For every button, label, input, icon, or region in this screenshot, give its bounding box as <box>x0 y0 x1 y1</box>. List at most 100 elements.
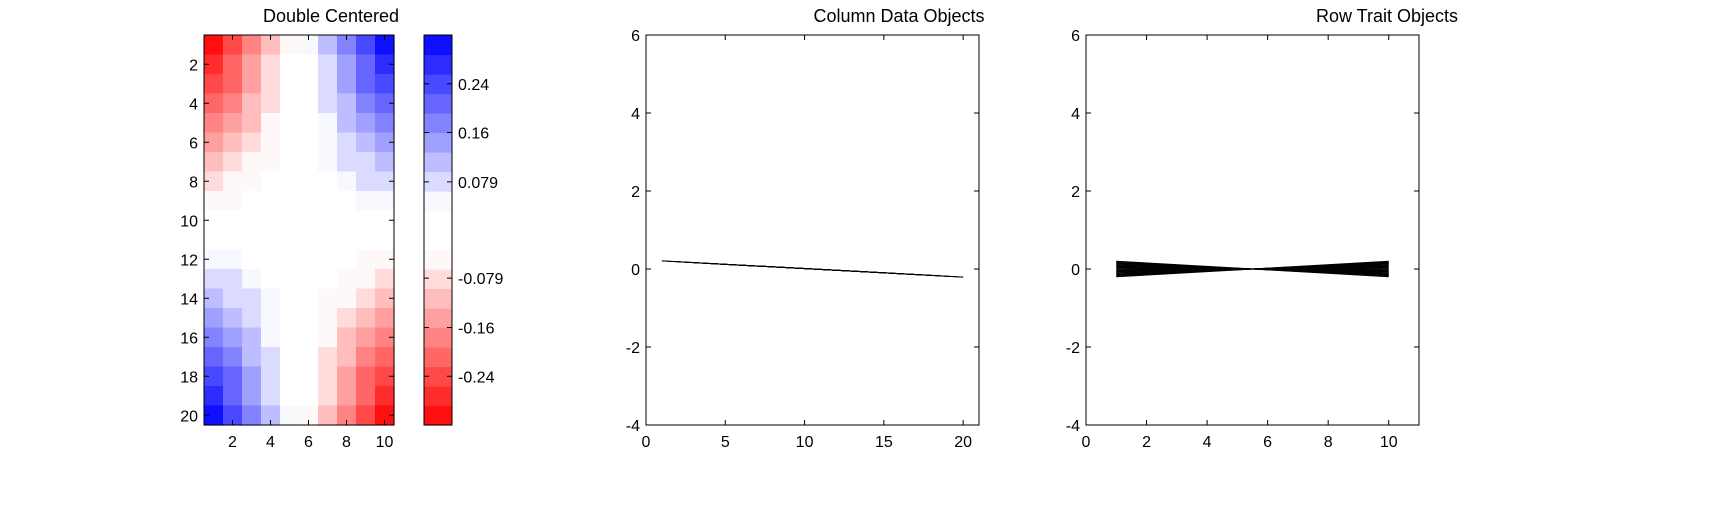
heatmap-cell <box>356 405 376 426</box>
colorbar-tick-label: 0.16 <box>458 126 489 143</box>
heatmap-cell <box>204 152 224 173</box>
heatmap-cell <box>204 54 224 75</box>
heatmap-cell <box>280 54 300 75</box>
heatmap-cell <box>375 113 395 134</box>
colorbar-level <box>424 152 452 173</box>
heatmap-cell <box>223 191 243 212</box>
heatmap-cell <box>242 74 262 95</box>
heatmap-cell <box>242 210 262 231</box>
heatmap-cell <box>299 230 319 251</box>
heatmap-cell <box>299 35 319 56</box>
row-trait-series-line <box>1116 260 1389 278</box>
heatmap-cell <box>318 288 338 309</box>
heatmap-cell <box>356 113 376 134</box>
heatmap-cell <box>280 113 300 134</box>
heatmap-x-tick-label: 4 <box>266 434 275 451</box>
heatmap-cell <box>375 288 395 309</box>
colorbar-level <box>424 191 452 212</box>
colorbar: 0.24 0.16 0.079 -0.079 -0.16 -0.24 <box>423 34 503 426</box>
heatmap-cell <box>318 366 338 387</box>
heatmap-cell <box>299 191 319 212</box>
heatmap-cell <box>356 230 376 251</box>
row-trait-frame <box>1085 34 1420 426</box>
heatmap-frame <box>203 34 395 426</box>
colorbar-frame <box>423 34 453 426</box>
row-trait-plot: 0 2 4 6 8 10 -4 -2 0 2 4 6 <box>1066 28 1420 451</box>
heatmap-y-tick-label: 8 <box>189 174 198 191</box>
heatmap-cell <box>299 386 319 407</box>
heatmap-cell <box>299 347 319 368</box>
column-data-x-tick-label: 5 <box>721 434 730 451</box>
column-data-plot-area <box>646 35 979 425</box>
colorbar-level <box>424 288 452 309</box>
heatmap-cell <box>261 327 281 348</box>
heatmap-cell <box>375 132 395 153</box>
heatmap-cell <box>223 288 243 309</box>
colorbar-level <box>424 405 452 426</box>
heatmap-cell <box>318 113 338 134</box>
heatmap-cell <box>299 327 319 348</box>
heatmap-cell <box>204 93 224 114</box>
column-data-panel: Column Data Objects 0 5 10 15 20 -4 -2 0 2 4 6 <box>626 6 985 451</box>
heatmap-cell <box>223 308 243 329</box>
heatmap-cell <box>337 288 357 309</box>
heatmap-cell <box>242 171 262 192</box>
heatmap-cell <box>356 308 376 329</box>
heatmap-x-tick-label: 6 <box>304 434 313 451</box>
heatmap-cell <box>261 132 281 153</box>
heatmap-cell <box>356 35 376 56</box>
heatmap-cell <box>261 210 281 231</box>
heatmap-cell <box>337 152 357 173</box>
heatmap-y-tick-label: 4 <box>189 96 198 113</box>
heatmap-cell <box>261 269 281 290</box>
heatmap-cell <box>356 288 376 309</box>
heatmap-cell <box>356 327 376 348</box>
row-trait-panel: Row Trait Objects 0 2 4 6 8 10 -4 -2 0 2 4 6 <box>1066 6 1458 451</box>
heatmap-cell <box>299 171 319 192</box>
heatmap-cell <box>318 230 338 251</box>
colorbar-level <box>424 113 452 134</box>
heatmap-cell <box>223 230 243 251</box>
heatmap-cell <box>356 249 376 270</box>
colorbar-level <box>424 347 452 368</box>
heatmap-cell <box>375 386 395 407</box>
heatmap-y-tick-label: 20 <box>180 408 198 425</box>
heatmap-cell <box>318 132 338 153</box>
row-trait-y-tick-label: 4 <box>1071 106 1080 123</box>
heatmap-cell <box>337 171 357 192</box>
heatmap-y-tick-label: 10 <box>180 213 198 230</box>
heatmap-cell <box>356 74 376 95</box>
heatmap-cell <box>299 405 319 426</box>
heatmap-cell <box>261 54 281 75</box>
heatmap-y-tick-label: 2 <box>189 57 198 74</box>
heatmap-cell <box>356 366 376 387</box>
heatmap-cell <box>261 386 281 407</box>
heatmap-cell <box>261 249 281 270</box>
heatmap-cell <box>261 171 281 192</box>
heatmap-cell <box>337 74 357 95</box>
heatmap-cell <box>299 54 319 75</box>
heatmap-cell <box>337 269 357 290</box>
colorbar-level <box>424 54 452 75</box>
heatmap-cell <box>318 269 338 290</box>
heatmap-cell <box>280 308 300 329</box>
heatmap-cell <box>242 288 262 309</box>
heatmap-cell <box>299 269 319 290</box>
heatmap-cell <box>280 230 300 251</box>
colorbar-axes: 0.24 0.16 0.079 -0.079 -0.16 -0.24 <box>423 34 503 426</box>
heatmap-cell <box>261 152 281 173</box>
heatmap-y-tick-label: 14 <box>180 291 198 308</box>
heatmap-cell <box>337 132 357 153</box>
colorbar-tick-label: 0.24 <box>458 77 489 94</box>
heatmap-cell <box>299 74 319 95</box>
heatmap-y-tick-label: 6 <box>189 135 198 152</box>
heatmap-cell <box>242 347 262 368</box>
column-data-y-tick-label: 6 <box>631 28 640 45</box>
heatmap-cell <box>204 210 224 231</box>
heatmap-y-tick-label: 12 <box>180 252 198 269</box>
heatmap-cell <box>204 171 224 192</box>
heatmap-cell <box>242 113 262 134</box>
heatmap-cell <box>299 132 319 153</box>
colorbar-tick-label: -0.079 <box>458 271 503 288</box>
heatmap-cell <box>356 93 376 114</box>
